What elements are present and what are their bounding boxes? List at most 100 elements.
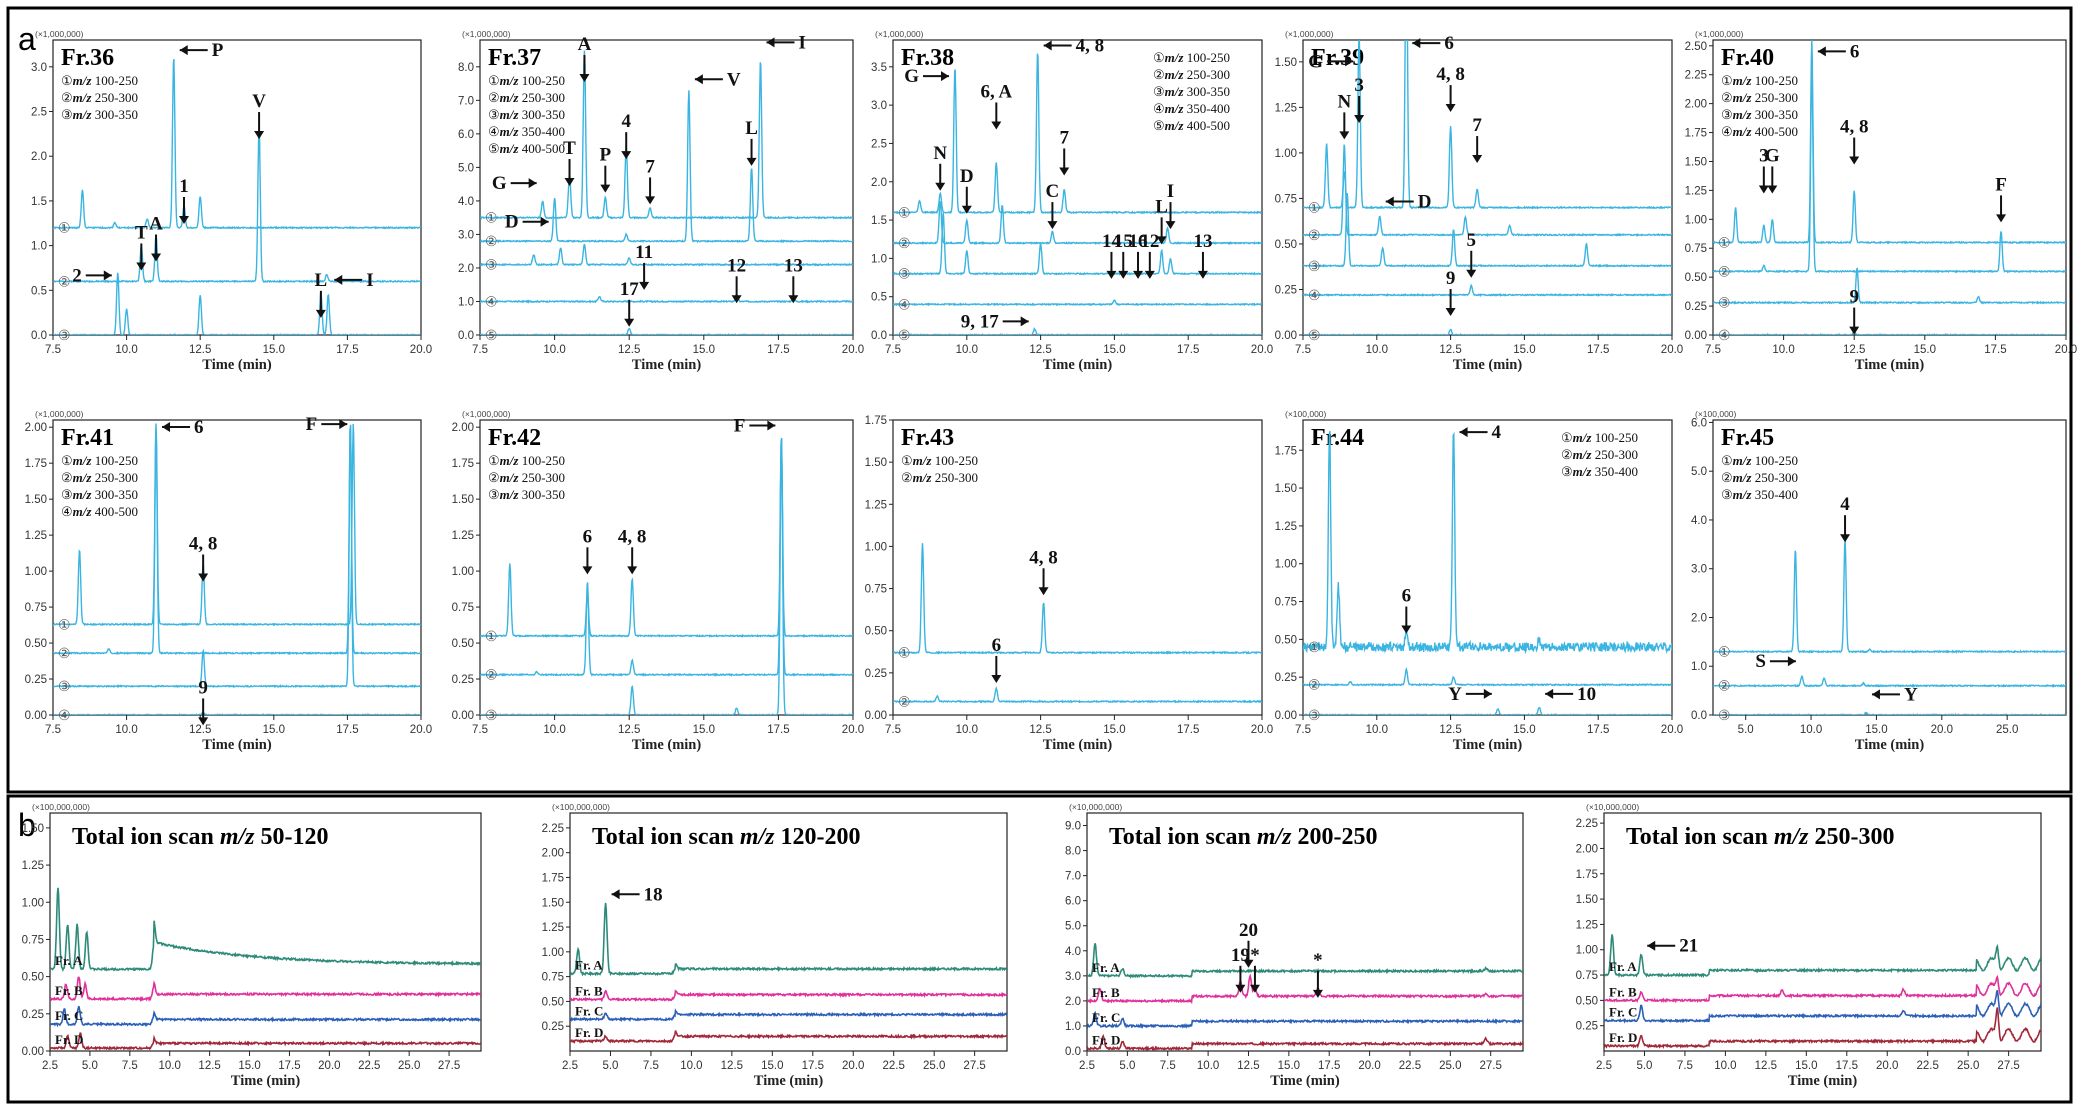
series-line	[1604, 1007, 2041, 1049]
x-tick-label: 20.0	[842, 724, 864, 736]
series-line	[1087, 1033, 1523, 1051]
y-tick-label: 0.50	[865, 626, 887, 638]
series-line	[1713, 62, 2066, 274]
y-tick-label: 0.50	[1275, 634, 1297, 646]
peak-annotation: 13	[1193, 231, 1212, 279]
y-tick-label: 3.0	[1691, 564, 1707, 576]
y-tick-label: 7.0	[458, 95, 474, 107]
svg-text:3: 3	[1354, 75, 1364, 96]
legend-entry: ④m/z 350-400	[1153, 101, 1230, 116]
svg-text:F: F	[306, 414, 318, 435]
x-tick-label: 10.0	[956, 344, 978, 356]
series-line	[570, 989, 1007, 1003]
y-tick-label: 9.0	[1065, 821, 1081, 833]
y-tick-label: 0.50	[1275, 239, 1297, 251]
trace-label: ①	[58, 618, 71, 633]
y-tick-label: 2.5	[871, 138, 887, 150]
trace-label: ①	[1308, 641, 1321, 656]
legend-entry: ①m/z 100-250	[1153, 50, 1230, 65]
panel-b-frame	[6, 794, 2073, 1104]
chart-title: Total ion scan m/z 120-200	[592, 824, 861, 850]
y-tick-label: 1.50	[865, 457, 887, 469]
chart-fr43: 7.5 10.0 12.5 15.0 17.5 20.0 Time (min) 0.00 0.2…	[865, 415, 1274, 753]
peak-annotation: 7	[1059, 127, 1069, 176]
y-tick-label: 0.25	[452, 674, 474, 686]
y-tick-label: 1.0	[1065, 1021, 1081, 1033]
peak-annotation: 4, 8	[1043, 35, 1104, 56]
peak-annotation: 9	[1849, 287, 1860, 335]
plot-frame	[1712, 419, 2067, 716]
y-scale-label: (×1,000,000)	[875, 29, 924, 39]
trace-label: ①	[485, 630, 498, 645]
y-scale-label: (×1,000,000)	[462, 29, 511, 39]
trace-label: Fr. D	[55, 1032, 83, 1047]
y-tick-label: 0.75	[25, 602, 47, 614]
y-tick-label: 1.75	[1275, 445, 1297, 457]
svg-text:1: 1	[179, 176, 189, 197]
series-line	[1303, 666, 1672, 687]
x-tick-label: 20.0	[410, 724, 432, 736]
peak-annotation: Y	[1871, 684, 1918, 705]
y-tick-label: 1.00	[865, 541, 887, 553]
svg-text:I: I	[1167, 181, 1174, 202]
trace-label: Fr. C	[575, 1003, 603, 1018]
peak-annotation: D	[960, 166, 974, 214]
series-line	[1713, 539, 2066, 654]
series-line	[1713, 675, 2066, 688]
x-axis-label: Time (min)	[1043, 357, 1113, 373]
peak-annotation: 1	[179, 176, 190, 224]
trace-label: ②	[485, 669, 498, 684]
chart-tis1: 2.5 5.0 7.5 10.0 12.5 15.0 17.5 20.0 22.5 25.0 27.…	[22, 802, 482, 1089]
x-tick-label: 12.5	[1843, 344, 1865, 356]
y-tick-label: 5.0	[1065, 921, 1081, 933]
x-tick-label: 27.5	[438, 1060, 460, 1072]
peak-annotation: 4	[1459, 422, 1502, 443]
peak-annotation: D	[1385, 192, 1431, 213]
svg-text:4, 8: 4, 8	[1029, 547, 1058, 568]
y-tick-label: 1.75	[1576, 869, 1598, 881]
x-tick-label: 12.5	[1439, 344, 1461, 356]
series-line	[893, 327, 1262, 335]
trace-label: Fr. C	[55, 1008, 83, 1023]
x-tick-label: 12.5	[1439, 724, 1461, 736]
series-line	[1303, 328, 1672, 335]
series-line	[570, 902, 1007, 977]
legend-entry: ①m/z 100-250	[1721, 453, 1798, 468]
legend-entry: ①m/z 100-250	[1721, 73, 1798, 88]
svg-text:*: *	[1250, 945, 1260, 966]
y-tick-label: 0.75	[1576, 970, 1598, 982]
y-tick-label: 0.0	[1065, 1046, 1081, 1058]
chart-title: Fr.41	[61, 425, 114, 451]
y-tick-label: 1.50	[452, 494, 474, 506]
x-tick-label: 15.0	[1795, 1060, 1817, 1072]
x-tick-label: 15.0	[761, 1060, 783, 1072]
y-tick-label: 0.5	[871, 292, 887, 304]
svg-text:11: 11	[635, 242, 653, 263]
legend-entry: ②m/z 250-300	[1721, 90, 1798, 105]
x-tick-label: 15.0	[1103, 724, 1125, 736]
legend-entry: ②m/z 250-300	[1153, 67, 1230, 82]
y-tick-label: 0.00	[22, 1046, 44, 1058]
y-tick-label: 8.0	[458, 62, 474, 74]
y-tick-label: 1.75	[452, 458, 474, 470]
y-tick-label: 4.0	[1691, 515, 1707, 527]
trace-label: ③	[485, 259, 498, 274]
peak-annotation: F	[1995, 174, 2007, 223]
svg-text:13: 13	[784, 255, 803, 276]
svg-text:6: 6	[1444, 33, 1454, 54]
series-line	[1713, 40, 2066, 245]
series-line	[570, 1030, 1007, 1044]
peak-annotation: 17	[620, 279, 639, 327]
y-scale-label: (×100,000)	[1285, 409, 1327, 419]
y-tick-label: 1.00	[542, 947, 564, 959]
peak-annotation: I	[766, 32, 806, 53]
y-tick-label: 2.0	[458, 263, 474, 275]
series-line	[53, 125, 421, 284]
x-tick-label: 7.5	[45, 344, 61, 356]
trace-label: ②	[485, 235, 498, 250]
x-tick-label: 20.0	[1251, 344, 1273, 356]
x-tick-label: 15.0	[1865, 724, 1887, 736]
y-tick-label: 2.0	[871, 177, 887, 189]
peak-annotation: 14	[1102, 231, 1121, 279]
